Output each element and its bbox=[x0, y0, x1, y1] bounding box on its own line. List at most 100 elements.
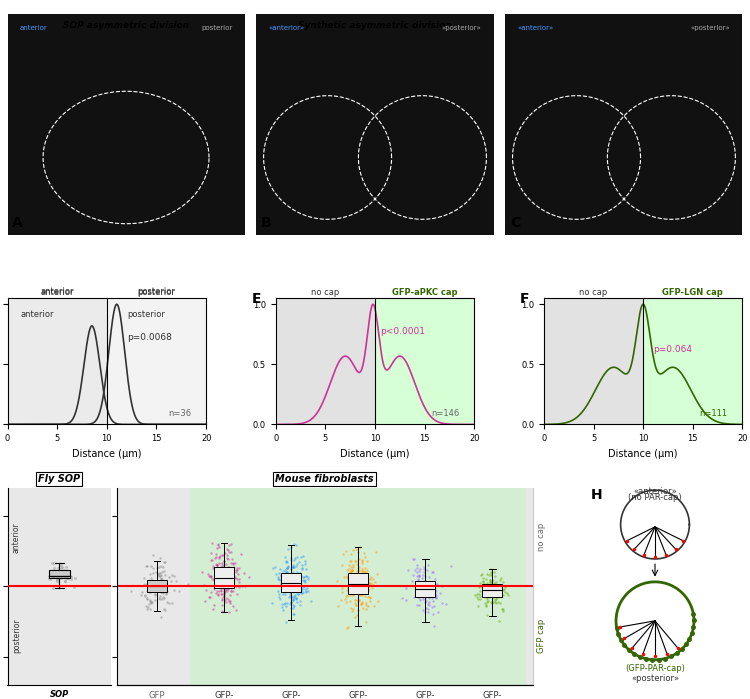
Point bbox=[356, 598, 368, 609]
Point bbox=[284, 589, 296, 600]
Point bbox=[285, 541, 297, 552]
Point bbox=[362, 592, 374, 603]
Point bbox=[286, 593, 298, 605]
Point bbox=[427, 595, 439, 606]
Point bbox=[204, 591, 216, 603]
Point bbox=[366, 583, 378, 594]
Point bbox=[344, 603, 356, 614]
Point bbox=[217, 568, 229, 579]
Point bbox=[216, 557, 228, 568]
Point bbox=[153, 561, 165, 572]
Point bbox=[226, 554, 238, 565]
Point bbox=[344, 582, 356, 593]
Point bbox=[497, 584, 509, 595]
Point bbox=[216, 565, 228, 576]
Point bbox=[358, 551, 370, 562]
Point bbox=[217, 570, 229, 582]
Point bbox=[292, 580, 304, 591]
Point bbox=[288, 586, 300, 597]
Point bbox=[350, 543, 362, 554]
Point bbox=[346, 575, 358, 586]
Point bbox=[362, 573, 374, 584]
Text: «anterior»: «anterior» bbox=[518, 25, 554, 31]
Point bbox=[157, 588, 169, 599]
Bar bbox=[644, 298, 742, 424]
Point bbox=[150, 577, 162, 589]
Point bbox=[341, 622, 353, 633]
Point bbox=[350, 598, 361, 609]
Point bbox=[346, 565, 358, 576]
Point bbox=[400, 595, 412, 606]
Point bbox=[196, 567, 208, 578]
Point bbox=[345, 565, 357, 577]
Point bbox=[485, 567, 497, 578]
Point bbox=[62, 572, 74, 584]
Point bbox=[426, 567, 438, 578]
Point bbox=[286, 568, 298, 579]
Point bbox=[478, 577, 490, 588]
Text: Synthetic asymmetric division: Synthetic asymmetric division bbox=[298, 20, 452, 29]
Point bbox=[350, 582, 361, 593]
Point bbox=[292, 568, 304, 579]
Point bbox=[141, 579, 153, 591]
Point bbox=[305, 596, 317, 607]
Point bbox=[343, 582, 355, 593]
Point bbox=[206, 538, 218, 549]
Point bbox=[224, 547, 236, 558]
Point bbox=[346, 564, 358, 575]
Point bbox=[154, 586, 166, 598]
Point bbox=[426, 601, 438, 612]
Point bbox=[490, 592, 502, 603]
Point bbox=[340, 596, 352, 607]
Point bbox=[350, 572, 361, 583]
Point bbox=[419, 577, 431, 588]
Point bbox=[494, 598, 506, 609]
Point bbox=[352, 570, 364, 582]
Point bbox=[216, 588, 228, 599]
Point bbox=[364, 592, 376, 603]
Point bbox=[286, 608, 298, 619]
Point bbox=[412, 574, 424, 585]
Point bbox=[293, 583, 305, 594]
Point bbox=[362, 600, 374, 612]
Point bbox=[57, 570, 69, 581]
Text: GFP-: GFP- bbox=[281, 691, 301, 699]
Point bbox=[492, 591, 504, 602]
Point bbox=[146, 579, 158, 590]
Point bbox=[46, 569, 58, 580]
Point bbox=[214, 551, 226, 562]
Point bbox=[225, 572, 237, 584]
Point bbox=[153, 579, 165, 591]
Point bbox=[480, 585, 492, 596]
Point bbox=[477, 589, 489, 600]
Point bbox=[277, 580, 289, 591]
Point bbox=[492, 596, 504, 607]
Point bbox=[477, 572, 489, 584]
Point bbox=[413, 600, 424, 611]
Point bbox=[224, 589, 236, 600]
Point bbox=[422, 582, 434, 593]
Point bbox=[220, 572, 232, 584]
Point bbox=[422, 560, 434, 571]
Point bbox=[144, 604, 156, 615]
Point bbox=[421, 586, 433, 598]
Point bbox=[211, 569, 223, 580]
Point bbox=[344, 556, 355, 567]
Point bbox=[422, 604, 434, 615]
Point bbox=[134, 589, 146, 600]
Point bbox=[218, 582, 230, 593]
Point bbox=[484, 566, 496, 577]
Point bbox=[208, 573, 220, 584]
Point bbox=[281, 575, 293, 586]
Point bbox=[349, 594, 361, 605]
Point bbox=[225, 557, 237, 568]
Point bbox=[351, 576, 363, 587]
Point bbox=[358, 548, 370, 559]
Point bbox=[217, 590, 229, 601]
Point bbox=[224, 595, 236, 606]
Point bbox=[500, 588, 512, 599]
Point bbox=[423, 578, 435, 589]
Point bbox=[430, 590, 442, 601]
Point bbox=[411, 600, 423, 611]
Point bbox=[146, 575, 158, 586]
